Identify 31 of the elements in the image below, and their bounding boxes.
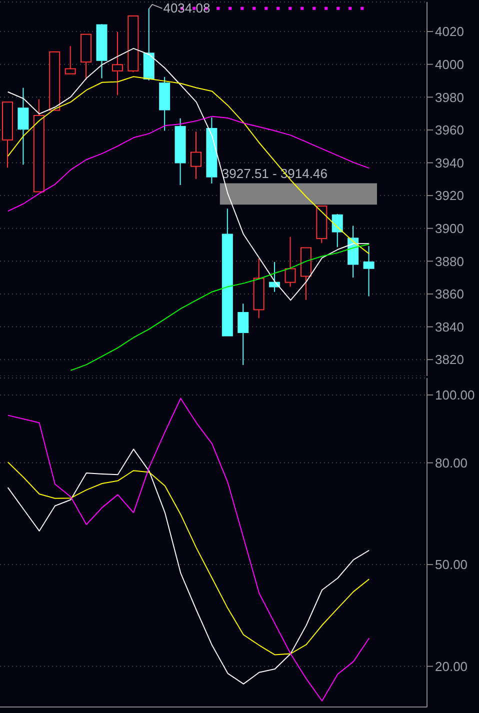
candlestick [112,31,123,96]
y-tick-label: 3840 [435,319,464,334]
y-tick-label: 3980 [435,90,464,105]
y-tick-label: 100.00 [435,388,475,403]
y-tick-label: 3960 [435,122,464,138]
line-series [7,48,370,301]
y-tick-label: 20.00 [435,658,468,674]
candlestick [206,116,218,184]
candlestick [190,131,202,180]
line-series [7,448,370,684]
y-tick-label: 3920 [435,188,464,204]
line-series [7,462,370,656]
y-tick-label: 3900 [435,220,464,236]
line-series [7,76,370,254]
candlestick [238,303,249,366]
line-series [7,398,370,702]
candlestick [18,87,29,166]
y-tick-label: 3880 [435,254,464,269]
y-tick-label: 3820 [435,352,464,368]
y-tick-label: 3860 [435,286,464,302]
line-series [7,116,370,212]
y-tick-label: 4020 [435,24,464,40]
y-tick-label: 50.00 [435,557,468,572]
candlestick [253,258,264,319]
line-series [70,244,370,371]
candlestick [363,246,374,297]
y-tick-label: 3940 [435,155,464,170]
annotation: 4034.08 [163,0,210,16]
y-tick-label: 80.00 [435,455,468,470]
y-tick-label: 4000 [435,56,464,72]
candlestick [269,261,280,292]
